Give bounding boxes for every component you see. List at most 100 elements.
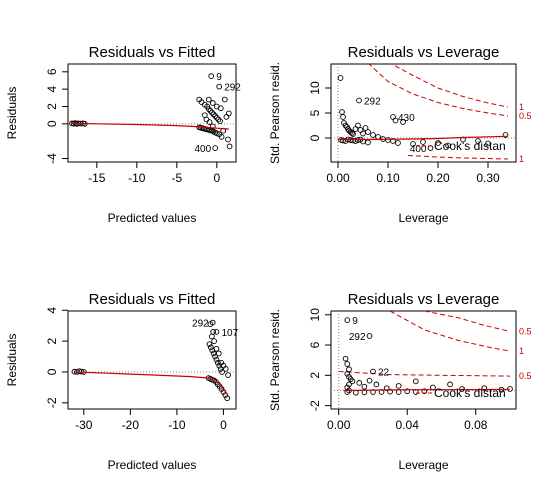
data-point [370,368,376,375]
data-point [445,142,451,149]
data-point [373,381,380,388]
data-point [213,356,220,363]
data-point [221,96,228,103]
data-point [215,116,222,123]
chart-title: Residuals vs Fitted [89,291,216,308]
data-point [344,361,351,367]
data-point [222,366,229,372]
cooks-curve-label: 1 [519,102,524,112]
smoother-line [338,135,509,141]
y-tick-label: 2 [45,337,59,344]
cooks-distance-curve [368,64,509,117]
data-point [420,139,426,145]
point-label: 107 [221,328,238,339]
data-point [210,111,217,118]
point-label: 292 [364,97,381,108]
x-axis-label: Leverage [398,458,448,472]
x-tick-label: -5 [171,171,182,185]
data-point [217,105,224,112]
point-label: 292 [349,332,366,343]
data-point [208,73,215,79]
plot-frame [67,310,237,410]
point-label: 292 [192,319,209,330]
x-tick-label: 0 [220,418,227,432]
y-tick-label: 0 [45,368,59,375]
data-point [352,126,359,132]
data-point [447,381,453,388]
y-tick-label: 2 [45,103,59,110]
panel-p3: Residuals vs Fitted-30 -20 -10 0-2024Predic… [5,291,239,472]
data-point [365,139,371,146]
y-tick-label: 10 [308,308,322,322]
data-point [216,83,223,90]
panel-p1: Residuals vs Fitted -15 -10 -5 0 -4 0 2 4 6 Predic… [5,44,241,225]
data-point [213,114,220,121]
data-point [346,381,352,388]
smoother-line [71,122,229,130]
data-point [366,333,373,339]
plot-content [331,64,516,162]
panel-p4: Residuals vs Leverage 0.00 0.04 0.08 -2 2 6 10 L… [268,291,532,472]
data-point [206,341,213,348]
data-point [212,113,219,119]
cooks-distance-curve [407,155,509,160]
plot-content [68,319,236,402]
x-tick-label: 0.20 [426,171,450,185]
data-point [356,380,363,386]
data-point [211,338,217,344]
data-point [208,333,215,340]
data-point [203,116,210,123]
point-label: 9 [352,316,358,327]
data-point [344,317,351,323]
cooks-curve-label: 1 [519,346,524,356]
data-point [366,377,373,384]
data-point [349,130,355,136]
data-point [225,136,231,143]
data-point [346,366,352,373]
data-point [209,100,216,106]
y-tick-label: -2 [308,400,322,411]
data-point [410,141,416,147]
data-point [224,395,231,402]
x-tick-label: -10 [128,171,146,185]
data-point [362,125,369,131]
data-point [352,389,359,396]
data-point [412,378,419,385]
data-point [215,359,221,366]
y-tick-label: 6 [45,68,59,75]
data-point [206,119,213,125]
data-point [404,388,411,395]
point-label: 292 [224,83,241,94]
data-point [216,362,223,369]
x-axis-label: Leverage [398,211,448,225]
data-point [390,114,396,120]
data-point [435,140,441,146]
point-label: 22 [378,368,390,379]
data-point [485,140,491,147]
data-point [207,107,214,114]
data-point [349,378,356,385]
smoother-line [343,388,511,392]
chart-title: Residuals vs Leverage [348,44,500,61]
data-point [213,328,220,335]
data-point [357,127,364,133]
point-label: 9 [216,72,222,83]
y-axis-label: Std. Pearson resid. [268,62,282,164]
data-point [481,385,488,392]
y-tick-label: -2 [45,397,59,408]
data-point [387,388,393,395]
x-tick-label: 0.04 [396,418,420,432]
data-point [217,118,223,125]
data-point [395,383,402,389]
data-point [219,369,225,375]
data-point [340,114,346,120]
data-point [352,138,359,144]
data-point [502,132,509,138]
data-point [208,344,214,351]
data-point [421,388,428,395]
x-tick-label: -15 [88,171,106,185]
cooks-distance-curve [389,311,511,352]
y-tick-label: 0 [308,134,322,141]
panel-p2: Residuals vs Leverage 0.00 0.10 0.20 0.30 0 5 1… [268,44,532,225]
